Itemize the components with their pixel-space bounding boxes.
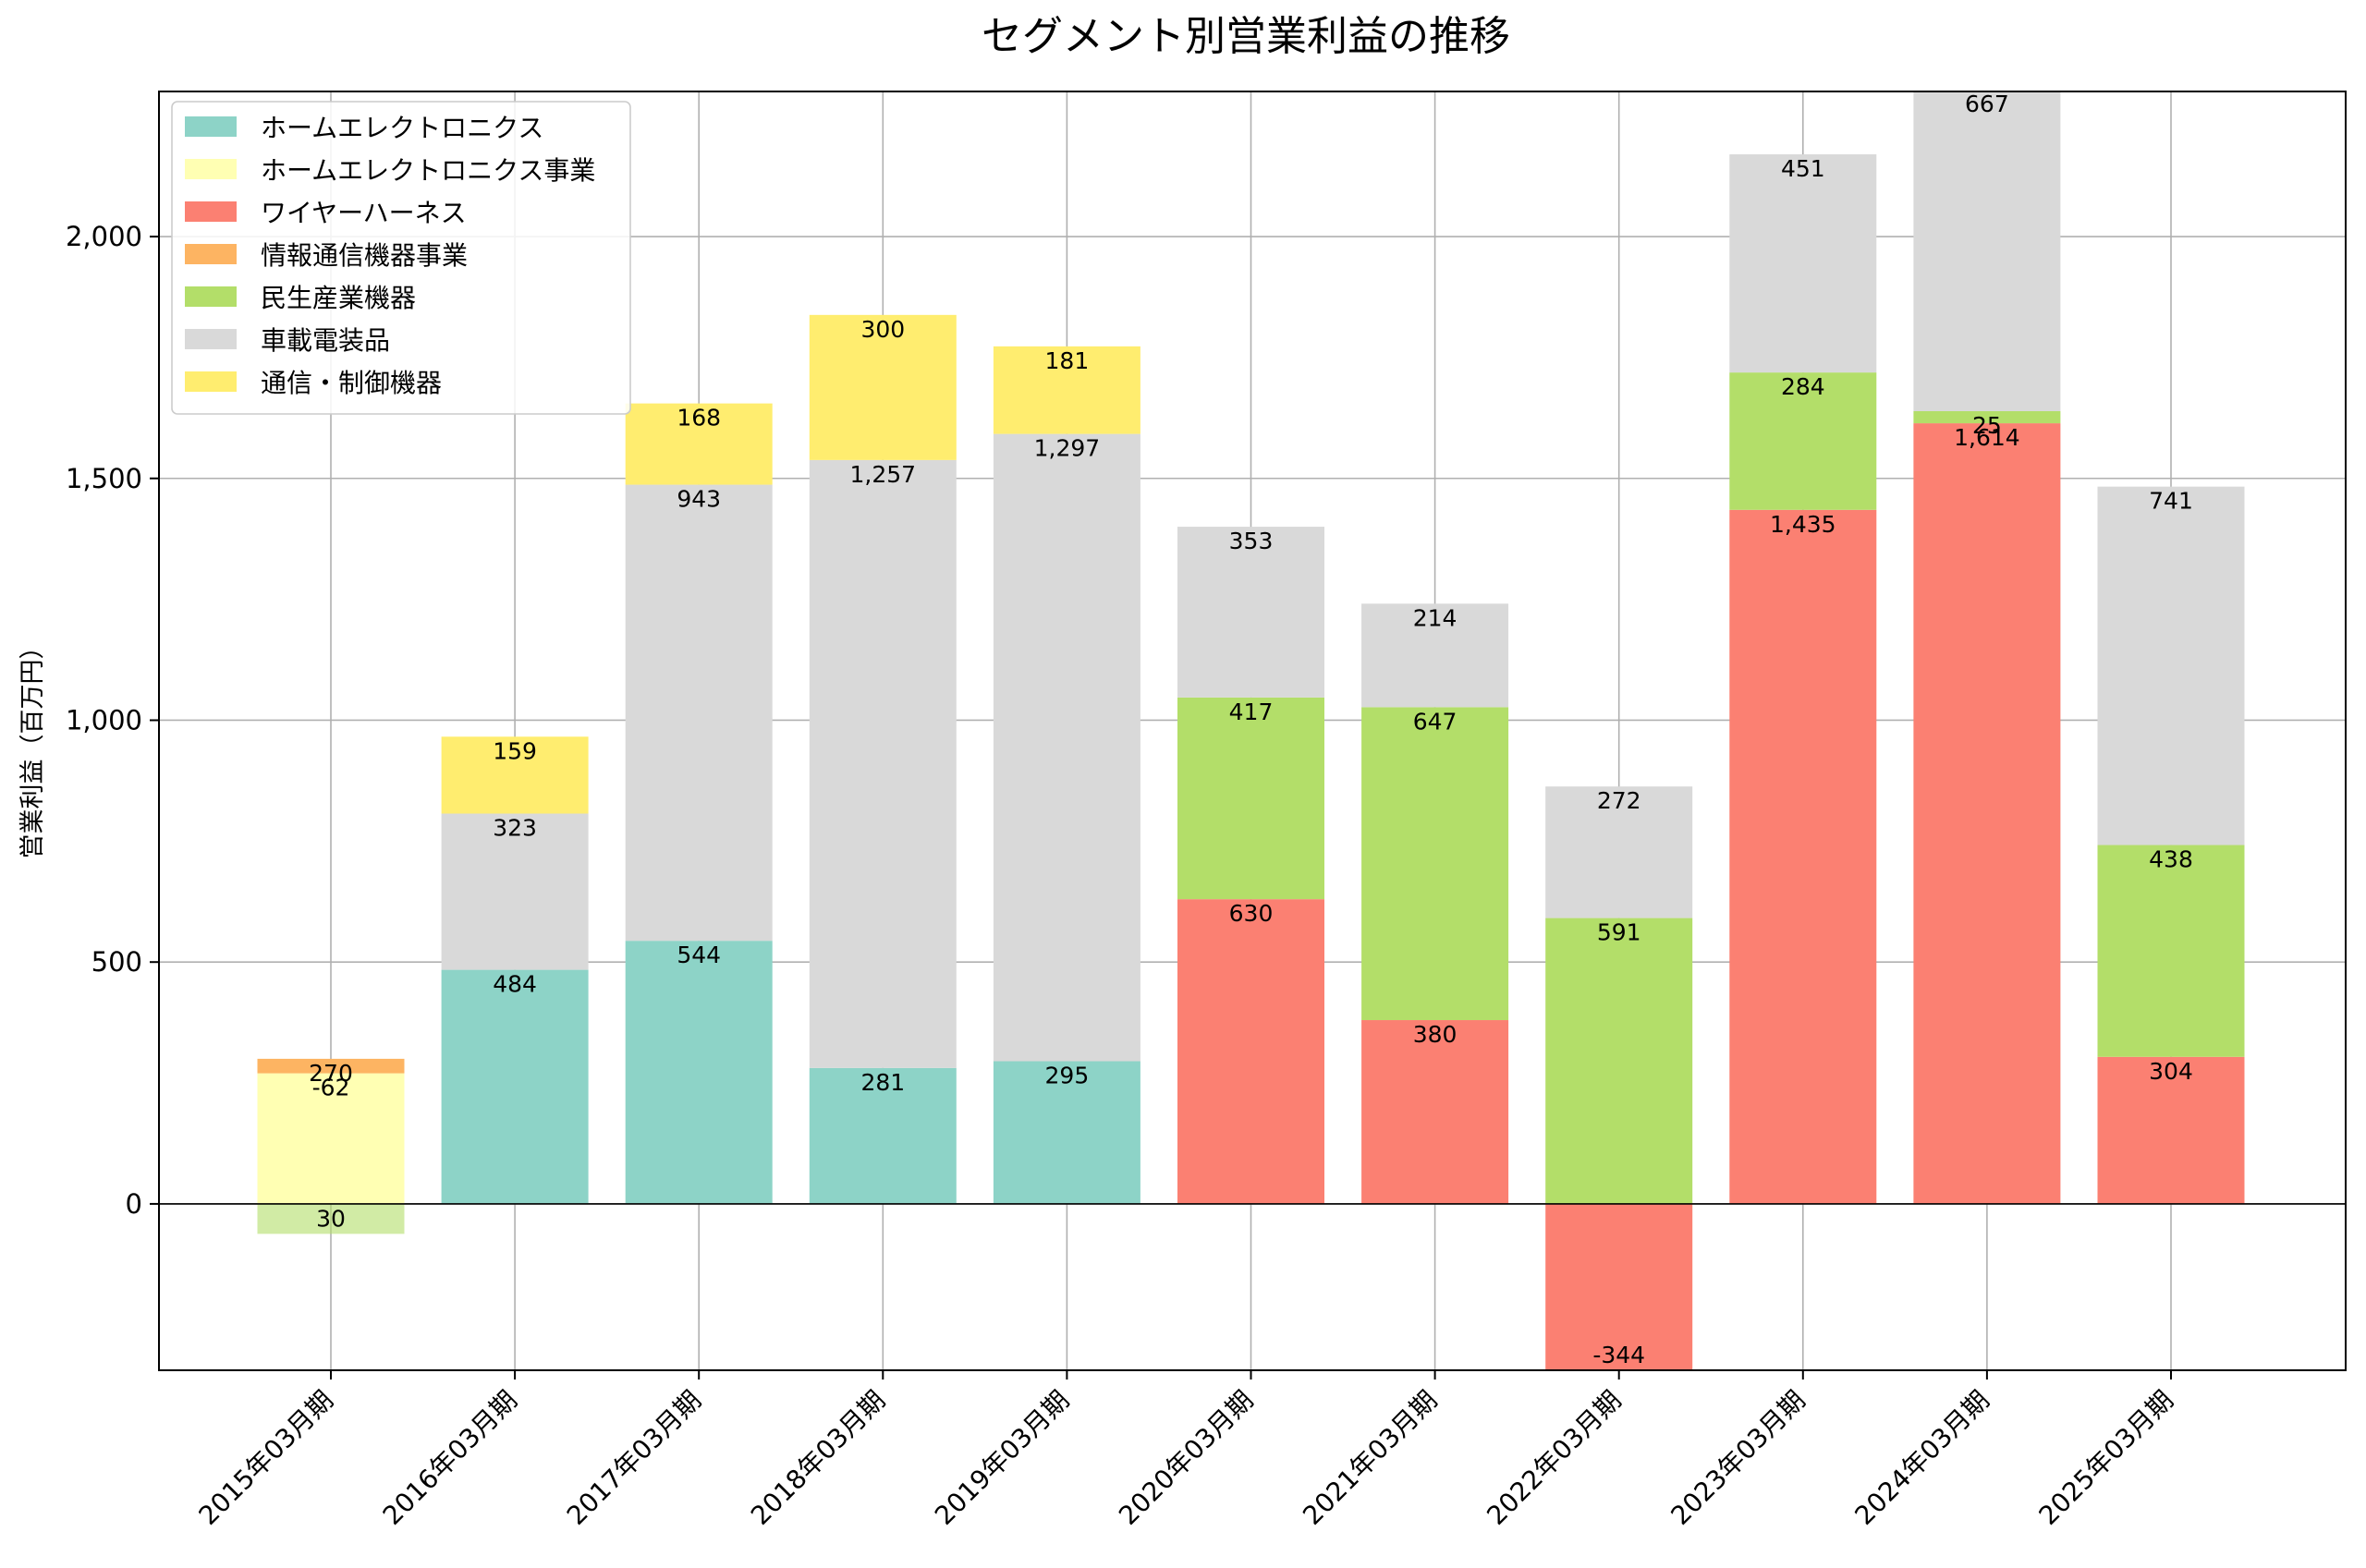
bar-value-label: 159 [493, 737, 537, 764]
bar-value-label: 25 [1972, 412, 2002, 439]
legend-swatch [185, 286, 237, 307]
bar-value-label: 295 [1045, 1063, 1090, 1089]
bar-segment [2097, 486, 2245, 845]
bar-value-label: 417 [1229, 699, 1274, 725]
bar-segment [2097, 1056, 2245, 1204]
bar-value-label: 1,614 [1954, 424, 2020, 451]
bar-value-label: 647 [1413, 708, 1457, 735]
bar-value-label: 300 [860, 316, 905, 343]
bar-segment [993, 433, 1140, 1062]
bar-segment [1361, 1020, 1509, 1204]
bar-segment [1361, 707, 1509, 1021]
legend-swatch [185, 244, 237, 264]
bar-value-label: 284 [1781, 373, 1825, 400]
bar-segment [625, 484, 773, 942]
bar-value-label: 544 [677, 942, 721, 968]
bar-segment [625, 403, 773, 485]
bar-value-label: 353 [1229, 528, 1274, 554]
bar-value-label: 1,435 [1770, 511, 1836, 538]
legend-box [171, 101, 631, 415]
bar-value-label: 943 [677, 486, 721, 513]
bar-segment [809, 459, 957, 1068]
chart-title: セグメント別営業利益の推移 [982, 13, 1510, 60]
bar-segment [257, 1073, 405, 1204]
bar-value-label: 630 [1229, 900, 1274, 927]
legend: ホームエレクトロニクスホームエレクトロニクス事業ワイヤーハーネス情報通信機器事業… [171, 101, 631, 415]
bar-segment [2097, 845, 2245, 1057]
bar-segment [1913, 411, 2061, 424]
bar-segment [441, 736, 589, 814]
legend-label: ホームエレクトロニクス事業 [261, 155, 595, 186]
legend-label: ホームエレクトロニクス [261, 113, 543, 143]
legend-swatch [185, 329, 237, 349]
bar-segment [1729, 372, 1877, 510]
bar-value-label: 667 [1965, 91, 2009, 117]
bar-segment [1913, 91, 2061, 411]
bar-segment [1545, 918, 1693, 1204]
bar-value-label: 484 [493, 971, 537, 998]
bar-value-label: 270 [309, 1060, 353, 1087]
y-tick-label: 2,000 [66, 221, 142, 252]
bar-segment [441, 969, 589, 1204]
bar-segment [257, 1203, 405, 1234]
bar-value-label: 272 [1597, 787, 1641, 814]
legend-swatch [185, 116, 237, 137]
bar-segment [993, 1061, 1140, 1204]
bar-segment [1729, 154, 1877, 373]
bar-segment [441, 813, 589, 970]
bar-segment [1177, 899, 1324, 1204]
y-tick-label: 1,000 [66, 704, 142, 735]
bar-segment [257, 1058, 405, 1074]
legend-label: 車載電装品 [261, 325, 390, 356]
bar-value-label: 168 [677, 405, 721, 432]
plot-frame [158, 91, 2347, 1371]
bar-value-label: 438 [2149, 846, 2193, 873]
bar-segment [1177, 527, 1324, 698]
y-axis-label: 営業利益（百万円） [18, 635, 47, 859]
bar-segment [809, 1067, 957, 1204]
bar-value-label: 214 [1413, 604, 1457, 631]
bar-segment [1361, 603, 1509, 708]
legend-label: ワイヤーハーネス [261, 198, 467, 228]
legend-swatch [185, 201, 237, 222]
bar-value-label: 380 [1413, 1021, 1457, 1048]
bar-segment [1177, 697, 1324, 900]
bars [257, 91, 2245, 1370]
bar-segment [809, 314, 957, 460]
bar-value-label: -62 [312, 1075, 350, 1101]
bar-value-label: 181 [1045, 347, 1090, 374]
bar-value-label: 304 [2149, 1058, 2193, 1085]
bar-segment [1913, 423, 2061, 1204]
bar-value-label: -344 [1592, 1342, 1645, 1368]
bar-segment [993, 346, 1140, 434]
bar-segment [1545, 786, 1693, 918]
legend-swatch [185, 159, 237, 179]
bar-segment [625, 941, 773, 1204]
legend-label: 情報通信機器事業 [261, 240, 468, 271]
bar-value-label: 281 [860, 1069, 905, 1096]
bar-value-label: 30 [316, 1205, 346, 1232]
bar-value-label: 1,257 [850, 461, 917, 488]
bar-value-label: 1,297 [1034, 435, 1101, 462]
y-tick-label: 0 [126, 1188, 142, 1220]
bar-value-label: 451 [1781, 155, 1825, 182]
legend-swatch [185, 371, 237, 392]
bar-segment [1729, 509, 1877, 1204]
legend-label: 通信・制御機器 [261, 368, 442, 398]
bar-value-label: 591 [1597, 919, 1641, 946]
y-tick-label: 1,500 [66, 463, 142, 494]
bar-value-label: 741 [2149, 488, 2193, 515]
bar-segment [1545, 1203, 1693, 1370]
bar-value-label: 323 [493, 815, 537, 842]
y-tick-label: 500 [91, 946, 142, 978]
legend-label: 民生産業機器 [261, 283, 416, 313]
